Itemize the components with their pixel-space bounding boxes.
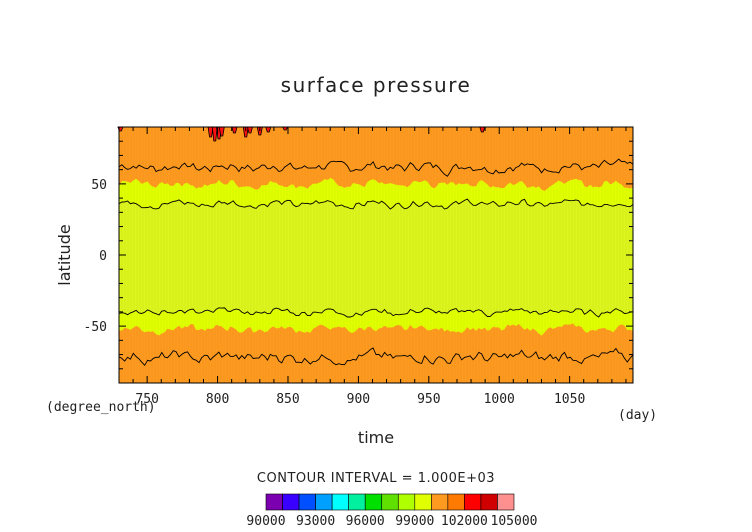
contour-north-99000 [118, 198, 634, 210]
x-tick-label: 900 [347, 392, 370, 407]
colorbar-swatch [381, 493, 399, 511]
colorbar-swatch [464, 493, 482, 511]
contour-north-101000 [118, 158, 634, 177]
colorbar-swatch [265, 493, 283, 511]
x-tick-label: 750 [135, 392, 158, 407]
colorbar-swatch [414, 493, 432, 511]
colorbar-swatch [397, 493, 416, 511]
chart-title: surface pressure [281, 73, 472, 97]
colorbar-swatch [447, 493, 465, 511]
contour-south-101000 [118, 347, 634, 367]
x-tick-label: 1050 [554, 392, 585, 407]
y-tick-label: 0 [99, 249, 107, 264]
fill-band-below-99000 [119, 199, 633, 317]
x-unit-label: (day) [618, 408, 657, 423]
plot-area [117, 126, 633, 383]
x-tick-label: 850 [276, 392, 299, 407]
y-tick-label: -50 [84, 320, 107, 335]
axes: 750 800 850 900 950 1000 1050 -50 0 50 [84, 126, 633, 407]
x-tick-label: 800 [206, 392, 229, 407]
y-axis-label: latitude [55, 224, 74, 285]
colorbar-swatch [497, 493, 515, 511]
y-tick-label: 50 [91, 178, 107, 193]
contour-lines [118, 158, 634, 367]
colorbar-swatch [331, 493, 349, 511]
colorbar-label: 105000 [491, 514, 538, 529]
colorbar-label: 90000 [246, 514, 285, 529]
y-unit-label: (degree_north) [46, 400, 156, 415]
colorbar-label: 99000 [395, 514, 434, 529]
colorbar-swatch [364, 493, 383, 511]
colorbar-label: 96000 [346, 514, 385, 529]
colorbar-label: 102000 [441, 514, 488, 529]
x-tick-label: 1000 [484, 392, 515, 407]
colorbar-swatch [315, 493, 333, 511]
colorbar-labels: 90000 93000 96000 99000 102000 105000 [246, 514, 537, 529]
colorbar [265, 493, 515, 511]
colorbar-swatch [282, 493, 300, 511]
colorbar-swatch [480, 493, 498, 511]
colorbar-swatch [298, 493, 316, 511]
contour-interval-text: CONTOUR INTERVAL = 1.000E+03 [257, 471, 495, 486]
x-axis-label: time [358, 428, 394, 447]
x-tick-label: 950 [417, 392, 440, 407]
colorbar-label: 93000 [296, 514, 335, 529]
colorbar-swatch [348, 493, 366, 511]
colorbar-swatch [431, 493, 449, 511]
contour-south-99000 [118, 307, 634, 318]
